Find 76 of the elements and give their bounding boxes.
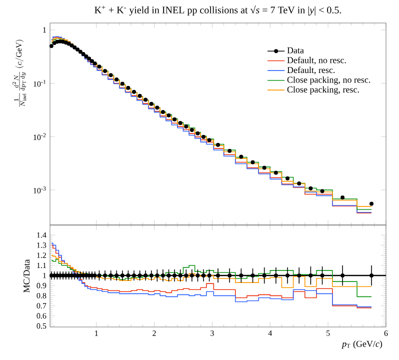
point [52,40,56,45]
y-tick-label: 0.7 [36,303,46,309]
point [58,39,62,44]
point [190,128,194,132]
point [178,120,182,125]
point [49,44,54,48]
point [149,102,154,106]
point [370,202,374,206]
point [207,138,212,142]
y-tick-label: 0.9 [36,282,46,288]
x-tick-label: 1 [95,330,98,336]
point [202,134,206,139]
legend-label: Close packing, no resc. [287,76,370,85]
x-tick-label: 5 [326,330,330,336]
point [320,189,324,194]
point [78,50,82,54]
point [286,176,290,180]
point [172,117,177,122]
x-axis-title: p$_{T}$ (GeV/c) [342,340,382,349]
point [166,113,171,118]
point [262,166,266,170]
point [64,40,68,45]
y-tick-label: 10$^{-3}$ [34,186,46,194]
point [90,59,94,64]
y-tick-label: 0.8 [36,292,46,298]
y-axis-title: MC/Data [24,259,30,292]
point [92,61,97,66]
legend-label: Default, resc. [287,66,335,74]
x-tick-label: 2 [152,330,156,336]
y-tick-label: 10$^{-2}$ [34,133,46,140]
point [308,186,313,190]
point [120,82,124,86]
legend-label: Close packing, resc. [287,86,359,94]
point [84,54,88,58]
point [108,73,113,78]
point [196,131,200,136]
point [76,47,80,52]
point [103,68,108,73]
point [97,64,102,69]
point [138,94,142,98]
point [160,110,165,114]
point [87,56,92,61]
chart-title: K$^{+}$ + K$^{-}$ yield in INEL pp collisions at √s = 7 TeV in |y| < 0.5. [94,5,342,16]
legend-label: Default, no resc. [287,56,346,65]
point [126,86,130,90]
x-tick-label: 6 [384,330,388,336]
x-tick-label: 3 [210,330,214,336]
point [72,45,77,50]
point [66,42,71,46]
point [114,77,119,82]
y-tick-label: 0.5 [36,323,46,329]
point [155,106,160,110]
y-tick-label: 1.1 [37,262,46,268]
point [61,40,66,44]
point [297,182,302,186]
y-tick-label: 1.2 [37,252,46,258]
point [216,142,220,147]
x-tick-label: 4 [268,330,272,336]
y-tick-label: 1.3 [37,242,46,248]
point [184,124,188,128]
y-tick-label: 10$^{-1}$ [34,80,46,87]
point [274,170,278,175]
point [228,148,232,153]
y-tick-label: 1 [43,272,46,278]
y-tick-label: 0.6 [36,313,46,319]
y-tick-label: 1 [43,27,46,33]
point [70,44,74,48]
y-axis-title: $\frac{1}{N_\mathrm{inel}}\frac{\mathrm{d}^{2}N}{\mathrm{d}p_\mathrm{T}\,\mathrm{d}y}\ (c/\mathrm{GeV})$ [12,40,26,107]
legend-label: Data [287,47,304,54]
y-tick-label: 1.4 [37,232,46,238]
point [132,90,136,94]
point [340,196,345,200]
point [250,160,255,164]
point [144,98,148,102]
point [239,154,244,159]
point [81,52,86,56]
